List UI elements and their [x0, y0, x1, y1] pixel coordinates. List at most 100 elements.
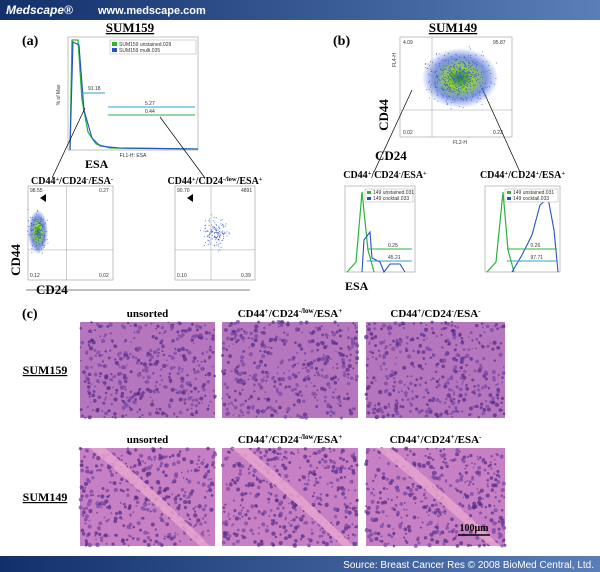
- event-dot: [478, 74, 479, 75]
- event-dot: [209, 234, 210, 235]
- event-dot: [443, 72, 444, 73]
- nucleus: [331, 340, 335, 344]
- event-dot: [461, 71, 462, 72]
- event-dot: [218, 251, 219, 252]
- nucleus: [204, 324, 206, 326]
- nucleus: [307, 375, 310, 378]
- nucleus: [88, 525, 92, 529]
- nucleus: [99, 372, 102, 375]
- nucleus: [332, 332, 336, 336]
- nucleus: [500, 326, 502, 328]
- nucleus: [378, 390, 382, 394]
- nucleus: [467, 456, 470, 459]
- event-dot: [430, 75, 431, 76]
- nucleus: [380, 365, 382, 367]
- event-dot: [37, 210, 38, 211]
- event-dot: [466, 85, 467, 86]
- nucleus: [487, 472, 489, 474]
- nucleus: [384, 405, 388, 409]
- event-dot: [444, 89, 445, 90]
- event-dot: [32, 234, 33, 235]
- nucleus: [93, 453, 96, 456]
- nucleus: [108, 357, 111, 360]
- nucleus: [319, 497, 321, 499]
- nucleus: [287, 534, 291, 538]
- nucleus: [452, 410, 455, 413]
- event-dot: [446, 101, 447, 102]
- event-dot: [464, 84, 465, 85]
- nucleus: [208, 405, 210, 407]
- nucleus: [196, 328, 199, 331]
- event-dot: [33, 239, 34, 240]
- nucleus: [479, 334, 482, 337]
- nucleus: [478, 474, 481, 477]
- label-part: /ESA: [313, 308, 339, 320]
- nucleus: [196, 463, 198, 465]
- nucleus: [156, 467, 160, 471]
- nucleus: [479, 511, 482, 514]
- nucleus: [244, 522, 248, 526]
- nucleus: [222, 347, 226, 351]
- event-dot: [462, 89, 463, 90]
- nucleus: [381, 540, 384, 543]
- nucleus: [170, 366, 174, 370]
- nucleus: [386, 488, 388, 490]
- nucleus: [87, 502, 91, 506]
- nucleus: [297, 449, 299, 451]
- nucleus: [228, 345, 230, 347]
- nucleus: [459, 370, 461, 372]
- legend-swatch: [507, 191, 511, 194]
- nucleus: [415, 488, 419, 492]
- nucleus: [433, 471, 436, 474]
- nucleus: [373, 322, 376, 325]
- nucleus: [206, 490, 208, 492]
- event-dot: [222, 232, 223, 233]
- nucleus: [380, 535, 382, 537]
- event-dot: [458, 68, 459, 69]
- nucleus: [347, 382, 350, 385]
- event-dot: [434, 99, 435, 100]
- nucleus: [460, 377, 463, 380]
- nucleus: [309, 464, 312, 467]
- nucleus: [266, 372, 268, 374]
- event-dot: [449, 84, 450, 85]
- nucleus: [336, 478, 340, 482]
- nucleus: [120, 489, 123, 492]
- event-dot: [447, 98, 448, 99]
- nucleus: [243, 341, 245, 343]
- nucleus: [388, 392, 392, 396]
- nucleus: [236, 479, 239, 482]
- nucleus: [468, 504, 470, 506]
- nucleus: [464, 468, 466, 470]
- superscript: +: [561, 170, 565, 177]
- nucleus: [90, 494, 92, 496]
- nucleus: [375, 357, 378, 360]
- nucleus: [467, 544, 470, 547]
- nucleus: [461, 383, 463, 385]
- nucleus: [365, 482, 368, 485]
- nucleus: [121, 455, 123, 457]
- event-dot: [223, 227, 224, 228]
- event-dot: [35, 238, 36, 239]
- nucleus: [493, 413, 497, 417]
- event-dot: [450, 83, 451, 84]
- nucleus: [208, 348, 212, 352]
- nucleus: [382, 476, 384, 478]
- nucleus: [424, 497, 427, 500]
- event-dot: [485, 83, 486, 84]
- event-dot: [454, 88, 455, 89]
- event-dot: [445, 61, 446, 62]
- event-dot: [473, 93, 474, 94]
- event-dot: [445, 84, 446, 85]
- nucleus: [104, 399, 106, 401]
- event-dot: [470, 89, 471, 90]
- nucleus: [278, 406, 282, 410]
- nucleus: [443, 506, 445, 508]
- nucleus: [459, 451, 461, 453]
- nucleus: [374, 517, 378, 521]
- gate-label: CD44+/CD24-/ESA-: [31, 176, 113, 188]
- event-dot: [39, 235, 40, 236]
- nucleus: [334, 381, 338, 385]
- event-dot: [207, 236, 208, 237]
- nucleus: [465, 471, 468, 474]
